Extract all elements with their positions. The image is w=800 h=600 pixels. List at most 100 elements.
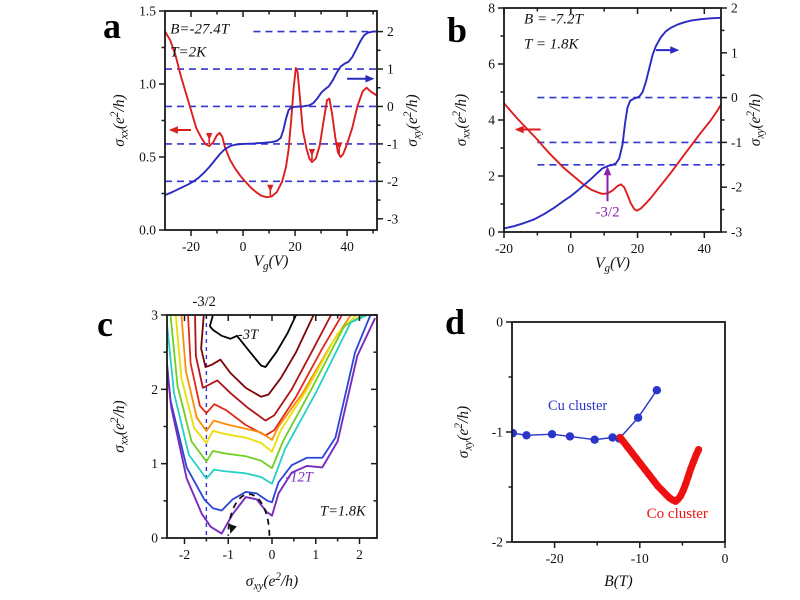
- y-left-tick-label: -1: [492, 425, 503, 440]
- annotation-b-27-4t: B=-27.4T: [170, 22, 231, 38]
- x-tick-label: -2: [179, 547, 190, 562]
- y-left-tick-label: 0: [496, 315, 503, 330]
- series-sigma-xy: [165, 30, 377, 197]
- x-tick-label: -20: [182, 239, 200, 254]
- data-point-co-cluster: [677, 492, 685, 500]
- x-axis-title: B(T): [604, 573, 632, 590]
- arrowhead: [514, 125, 524, 134]
- panel-b-label: b: [447, 10, 468, 50]
- x-tick-label: 1: [312, 547, 319, 562]
- x-axis-title: Vg(V): [254, 253, 289, 272]
- x-axis-title: σxy(e2/h): [246, 571, 298, 592]
- annotation-12t: -12T: [285, 470, 313, 486]
- y-left-tick-label: -2: [492, 535, 503, 550]
- x-tick-label: 0: [722, 551, 729, 566]
- annotation-3t: -3T: [238, 327, 259, 343]
- annotation-3-2: -3/2: [193, 294, 216, 310]
- y-left-tick-label: 2: [151, 382, 158, 397]
- annotation-t-1-8k: T = 1.8K: [524, 37, 579, 53]
- series-3t: [208, 315, 297, 368]
- data-point-co-cluster: [620, 438, 628, 446]
- data-point-cu-cluster: [608, 433, 617, 442]
- y-right-tick-label: -1: [387, 136, 398, 151]
- annotation-cu-cluster: Cu cluster: [548, 398, 607, 414]
- data-point-cu-cluster: [633, 413, 643, 422]
- y-left-axis-title: σxx(e2/h): [451, 94, 472, 146]
- arrowhead: [670, 46, 680, 54]
- y-right-tick-label: 0: [387, 99, 394, 114]
- y-right-axis-title: σxy(e2/h): [745, 94, 766, 146]
- arrowhead: [365, 74, 375, 83]
- y-right-tick-label: -2: [731, 180, 742, 195]
- y-left-tick-label: 8: [488, 1, 495, 16]
- minimum-marker-pin: [206, 133, 213, 141]
- data-point-co-cluster: [637, 460, 645, 468]
- x-tick-label: 2: [356, 547, 363, 562]
- data-point-co-cluster: [687, 464, 695, 472]
- data-point-cu-cluster: [565, 432, 575, 441]
- panel-b-data-area: [504, 16, 721, 230]
- series-sigma-xx: [165, 30, 377, 199]
- series-6t: [187, 315, 343, 437]
- data-point-cu-cluster: [652, 386, 662, 395]
- x-tick-label: -1: [223, 547, 234, 562]
- arrowhead: [168, 126, 178, 134]
- arrowhead: [603, 166, 612, 176]
- y-right-tick-label: -3: [731, 225, 742, 240]
- minimum-marker-pin: [308, 148, 316, 156]
- y-left-tick-label: 0: [488, 225, 495, 240]
- panel-a-plot: -20 0 20 40 0.0 0.5 1.0 1.5 -3 -2 -1 0 1 2 σxy(e2/h) Vg…: [109, 4, 423, 273]
- y-right-tick-label: -3: [387, 211, 398, 226]
- x-axis-title: Vg(V): [595, 255, 630, 274]
- data-point-co-cluster: [649, 476, 658, 484]
- panel-d-label: d: [445, 302, 466, 342]
- x-tick-label: 20: [631, 241, 645, 256]
- y-left-axis-title: σxy(e2/h): [453, 406, 474, 458]
- y-left-tick-label: 0.5: [139, 150, 156, 165]
- data-point-cu-cluster: [522, 431, 531, 440]
- panel-a-label: a: [103, 6, 121, 46]
- series-sigma-xx: [504, 102, 721, 212]
- y-left-tick-label: 2: [488, 169, 495, 184]
- series-12t: [167, 317, 376, 535]
- minimum-marker-pin: [336, 142, 343, 150]
- y-right-tick-label: 2: [731, 1, 738, 16]
- annotation-t-2k: T=2K: [170, 44, 207, 60]
- data-point-co-cluster: [645, 471, 653, 479]
- x-tick-label: 0: [269, 547, 276, 562]
- data-point-co-cluster: [682, 480, 690, 488]
- series-4t: [200, 315, 315, 398]
- data-point-cu-cluster: [547, 430, 557, 439]
- y-right-tick-label: 0: [731, 90, 738, 105]
- y-right-tick-label: 1: [731, 45, 738, 60]
- data-point-co-cluster: [694, 446, 703, 454]
- panel-a-data-area: [165, 30, 377, 199]
- y-right-tick-label: 2: [387, 24, 394, 39]
- data-point-co-cluster: [628, 449, 636, 457]
- x-tick-label: -20: [495, 241, 513, 256]
- annotation-co-cluster: Co cluster: [647, 506, 708, 522]
- y-left-tick-label: 4: [488, 113, 495, 128]
- x-tick-label: -10: [631, 551, 649, 566]
- x-tick-label: 40: [340, 239, 354, 254]
- data-point-co-cluster: [689, 458, 698, 466]
- annotation-3-2: -3/2: [595, 205, 619, 221]
- y-right-tick-label: -1: [731, 135, 742, 150]
- y-left-tick-label: 1: [151, 456, 158, 471]
- x-tick-label: 20: [288, 239, 302, 254]
- y-right-tick-label: -2: [387, 174, 398, 189]
- y-left-tick-label: 3: [151, 308, 158, 323]
- panel-c-data-area: [167, 315, 376, 538]
- y-left-tick-label: 0: [151, 531, 158, 546]
- x-tick-label: 40: [698, 241, 712, 256]
- series-sigma-xy: [504, 16, 721, 230]
- y-left-tick-label: 1.0: [139, 77, 156, 92]
- y-left-axis-title: σxx(e2/h): [109, 400, 130, 452]
- y-left-tick-label: 6: [488, 57, 495, 72]
- arrowhead: [229, 524, 237, 534]
- data-point-co-cluster: [641, 465, 649, 473]
- x-tick-label: 0: [567, 241, 574, 256]
